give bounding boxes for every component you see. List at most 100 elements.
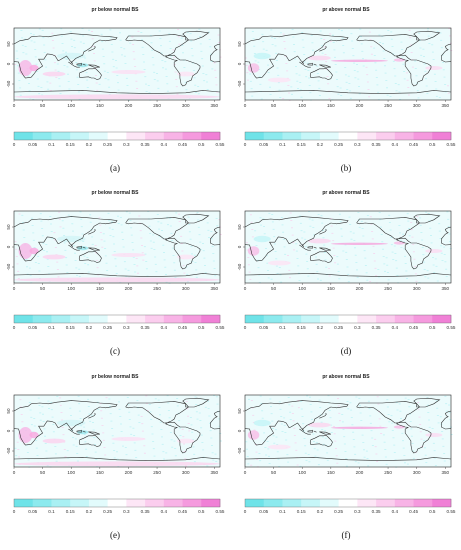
probability-patch <box>42 438 66 444</box>
field-cell <box>109 406 112 407</box>
field-cell <box>164 68 167 70</box>
field-cell <box>100 239 103 241</box>
colorbar-label: 0.4 <box>161 509 168 514</box>
probability-patch <box>29 247 39 255</box>
field-cell <box>186 32 189 33</box>
colorbar-label: 0.4 <box>392 325 399 330</box>
field-cell <box>321 436 324 438</box>
field-cell <box>384 65 386 67</box>
field-cell <box>370 46 373 48</box>
field-cell <box>98 217 101 219</box>
field-cell <box>245 57 247 59</box>
colorbar-swatch <box>51 132 71 140</box>
coastline <box>68 244 100 251</box>
field-cell <box>124 268 127 270</box>
colorbar-label: 0.35 <box>372 509 381 514</box>
field-cell <box>333 433 336 435</box>
field-cell <box>21 37 24 39</box>
field-cell <box>77 84 80 85</box>
field-cell <box>138 422 141 423</box>
field-cell <box>46 81 49 83</box>
field-cell <box>50 409 53 411</box>
field-cell <box>287 397 290 398</box>
field-cell <box>162 67 164 69</box>
field-cell <box>357 212 360 213</box>
colorbar-label: 0.2 <box>86 509 93 514</box>
field-cell <box>286 70 289 72</box>
field-cell <box>320 38 323 39</box>
colorbar-swatch <box>201 132 221 140</box>
field-cell <box>205 74 208 76</box>
coastline <box>319 228 327 235</box>
field-cell <box>416 216 419 217</box>
field-cell <box>119 32 121 34</box>
field-cell <box>347 75 350 77</box>
field-cell <box>20 406 23 408</box>
field-cell <box>19 87 22 89</box>
panel-title: pr above normal BS <box>322 374 370 380</box>
field-cell <box>272 428 274 429</box>
colorbar-swatch <box>126 499 146 507</box>
field-cell <box>91 236 94 238</box>
field-cell <box>86 79 89 81</box>
colorbar-swatch <box>282 132 302 140</box>
field-cell <box>115 60 117 61</box>
field-cell <box>279 274 282 276</box>
field-cell <box>271 221 274 223</box>
field-cell <box>50 231 53 232</box>
field-cell <box>342 45 345 46</box>
field-cell <box>348 83 351 84</box>
field-cell <box>53 232 56 234</box>
field-cell <box>323 46 326 48</box>
field-cell <box>176 93 179 95</box>
field-cell <box>441 431 444 432</box>
field-cell <box>316 449 319 451</box>
field-cell <box>29 275 32 276</box>
field-cell <box>342 428 345 430</box>
field-cell <box>75 445 78 447</box>
field-cell <box>333 49 336 51</box>
field-cell <box>124 447 127 448</box>
colorbar-label: 0.5 <box>429 325 436 330</box>
x-tick-label: 300 <box>182 286 190 291</box>
field-cell <box>377 269 380 270</box>
field-cell <box>375 69 378 71</box>
field-cell <box>318 87 321 89</box>
field-cell <box>442 62 445 63</box>
field-cell <box>399 410 402 412</box>
field-cell <box>345 458 348 460</box>
coastline <box>78 251 102 263</box>
field-cell <box>187 415 189 417</box>
field-cell <box>115 265 117 267</box>
field-cell <box>50 223 52 225</box>
field-cell <box>191 431 194 433</box>
field-cell <box>382 50 385 52</box>
field-cell <box>402 241 405 242</box>
field-cell <box>197 86 200 87</box>
coastline <box>319 45 327 52</box>
colorbar-label: 0.5 <box>198 325 205 330</box>
field-cell <box>289 212 292 214</box>
field-cell <box>273 442 276 444</box>
colorbar-swatch <box>32 315 52 323</box>
field-cell <box>280 423 283 425</box>
field-cell <box>96 267 99 269</box>
colorbar-label: 0.45 <box>409 325 418 330</box>
field-cell <box>354 254 357 256</box>
field-cell <box>263 233 266 235</box>
field-cell <box>89 221 92 223</box>
coastline <box>68 61 100 68</box>
field-cell <box>183 443 185 445</box>
y-tick-label: -50 <box>6 263 11 270</box>
field-cell <box>338 278 341 280</box>
field-cell <box>15 50 18 52</box>
field-cell <box>336 256 339 258</box>
field-cell <box>368 31 371 33</box>
colorbar-label: 0.25 <box>334 142 343 147</box>
field-cell <box>326 76 329 77</box>
field-cell <box>128 419 131 420</box>
field-cell <box>194 84 197 86</box>
colorbar-swatch <box>14 499 34 507</box>
field-cell <box>396 409 399 411</box>
